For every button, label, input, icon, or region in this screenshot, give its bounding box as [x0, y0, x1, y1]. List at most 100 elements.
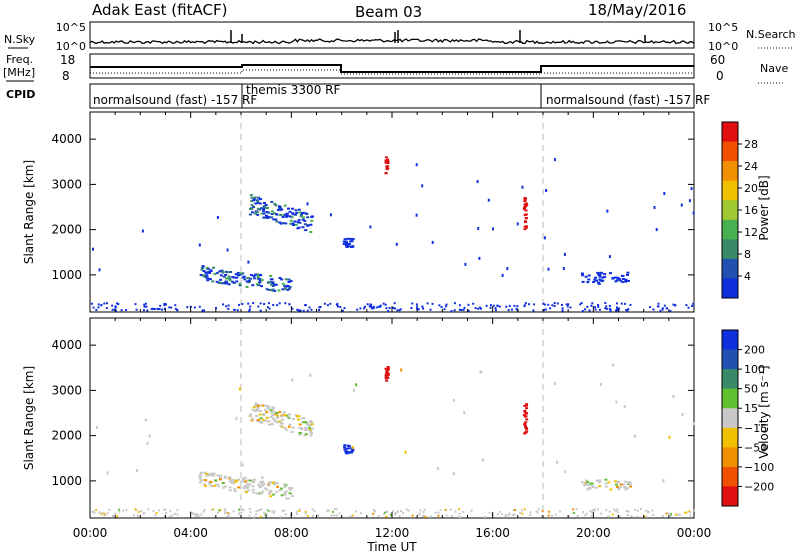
near-range-cell — [445, 303, 448, 306]
echo-cell — [273, 212, 276, 215]
near-range-cell — [439, 509, 442, 511]
echo-cell — [242, 480, 246, 483]
near-range-cell — [372, 512, 375, 515]
echo-cell — [290, 216, 294, 219]
echo-cell — [624, 280, 628, 283]
near-range-cell — [233, 308, 236, 311]
sparse-cell — [309, 373, 312, 377]
velocity-panel: 4000 3000 2000 1000 Slant Range [km] 200 100… — [22, 317, 774, 519]
velocity-colorbar: 200 100 50 15 −15 −50 −100 −200 — [721, 329, 774, 507]
echo-cell — [386, 368, 390, 371]
echo-cell — [590, 484, 594, 487]
echo-cell — [256, 275, 260, 278]
sparse-cell — [633, 434, 636, 438]
echo-cell — [249, 413, 253, 416]
near-range-cell — [624, 302, 627, 305]
near-range-cell — [593, 509, 596, 512]
echo-cell — [252, 275, 256, 277]
near-range-cell — [298, 508, 301, 511]
near-range-cell — [317, 515, 320, 518]
near-range-cell — [369, 305, 371, 308]
echo-cell — [310, 215, 314, 218]
near-range-cell — [639, 508, 642, 510]
echo-cell — [221, 270, 225, 273]
near-range-cell — [335, 303, 338, 306]
near-range-cell — [304, 512, 307, 515]
near-range-cell — [544, 308, 547, 311]
sparse-cell — [506, 267, 509, 271]
near-range-cell — [485, 304, 488, 307]
sparse-cell — [692, 211, 695, 215]
colorbar-segment — [722, 239, 738, 260]
near-range-cell — [158, 509, 161, 512]
echo-cell — [246, 485, 250, 488]
near-range-cell — [592, 509, 594, 512]
echo-cell — [244, 491, 248, 494]
echo-cell — [298, 432, 302, 434]
echo-cell — [288, 423, 292, 426]
echo-cell — [523, 423, 527, 426]
colorbar-segment — [722, 408, 738, 429]
echo-cell — [283, 287, 287, 290]
near-range-cell — [240, 511, 243, 514]
echo-cell — [288, 215, 292, 218]
echo-cell — [250, 419, 254, 422]
sparse-cell — [688, 199, 691, 203]
near-range-cell — [423, 508, 426, 511]
near-range-cell — [242, 509, 245, 511]
near-range-cell — [393, 513, 396, 516]
near-range-cell — [515, 307, 518, 310]
near-range-cell — [549, 307, 552, 310]
freq-unit: [MHz] — [3, 66, 35, 79]
echo-cell — [244, 480, 248, 483]
echo-cell — [284, 213, 288, 216]
echo-cell — [256, 405, 260, 408]
echo-cell — [597, 282, 601, 285]
near-range-cell — [597, 508, 599, 511]
near-range-cell — [512, 509, 515, 512]
echo-cell — [309, 424, 312, 427]
echo-cell — [249, 194, 253, 197]
sparse-cell — [226, 248, 229, 252]
echo-cell — [274, 204, 278, 207]
near-range-cell — [479, 306, 482, 309]
echo-cell — [385, 372, 389, 375]
echo-cell — [345, 447, 349, 450]
sparse-cell — [329, 213, 332, 217]
colorbar-segment — [722, 388, 738, 409]
echo-cell — [248, 213, 252, 216]
velocity-dashed-lines — [240, 318, 544, 518]
near-range-cell — [372, 509, 375, 511]
colorbar-tick-label: −15 — [744, 422, 767, 435]
near-range-cell — [198, 305, 201, 308]
echo-cell — [233, 490, 237, 493]
echo-cell — [252, 277, 256, 280]
echo-cell — [294, 209, 298, 212]
near-range-cell — [165, 511, 167, 514]
echo-cell — [524, 217, 528, 220]
echo-cell — [208, 278, 212, 280]
near-range-cell — [296, 308, 299, 311]
near-range-cell — [389, 514, 392, 516]
echo-cell — [276, 485, 280, 488]
echo-cell — [290, 487, 294, 490]
near-range-cell — [337, 305, 339, 308]
near-range-cell — [554, 513, 557, 516]
echo-cell — [385, 379, 389, 382]
echo-cell — [201, 266, 205, 269]
near-range-cell — [174, 307, 177, 310]
near-range-cell — [625, 309, 628, 311]
near-range-cell — [630, 515, 633, 518]
near-range-cell — [616, 508, 619, 511]
echo-cell — [308, 426, 312, 429]
echo-cell — [266, 405, 270, 408]
near-range-cell — [257, 509, 260, 512]
near-range-cell — [405, 508, 408, 511]
echo-cell — [231, 276, 235, 279]
x-tick-label: 08:00 — [274, 526, 309, 540]
echo-cell — [278, 205, 281, 208]
echo-cell — [624, 279, 628, 282]
echo-cell — [584, 275, 588, 278]
echo-cell — [294, 213, 297, 216]
echo-cell — [522, 208, 526, 211]
